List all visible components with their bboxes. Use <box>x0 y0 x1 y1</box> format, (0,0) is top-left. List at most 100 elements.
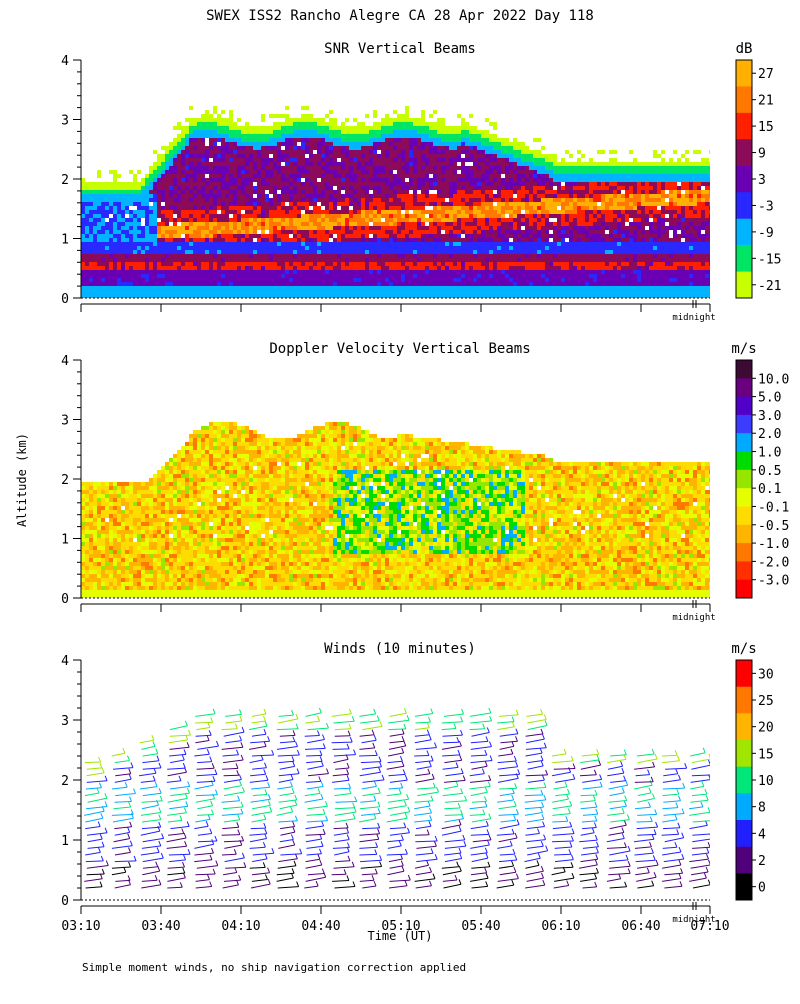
snr-cell <box>237 218 241 222</box>
snr-cell <box>529 274 533 278</box>
snr-cell <box>173 138 177 142</box>
snr-cell <box>157 290 161 294</box>
snr-cell <box>269 178 273 182</box>
snr-cell <box>305 290 309 294</box>
snr-cell <box>173 286 177 290</box>
snr-cell <box>433 246 437 250</box>
snr-cell <box>565 270 569 274</box>
snr-cell <box>445 202 449 206</box>
snr-cell <box>381 222 385 226</box>
snr-cell <box>177 210 181 214</box>
snr-cell <box>349 146 353 150</box>
snr-cell <box>529 170 533 174</box>
snr-cell <box>525 290 529 294</box>
snr-cell <box>153 262 157 266</box>
snr-cell <box>385 202 389 206</box>
snr-cell <box>561 262 565 266</box>
snr-cell <box>253 214 257 218</box>
snr-cell <box>277 142 281 146</box>
snr-cell <box>381 178 385 182</box>
snr-cell <box>185 130 189 134</box>
snr-cell <box>317 146 321 150</box>
snr-cell <box>501 158 505 162</box>
snr-cell <box>453 186 457 190</box>
snr-cell <box>245 266 249 270</box>
snr-cell <box>525 250 529 254</box>
snr-cell <box>105 182 109 186</box>
snr-cell <box>329 110 333 114</box>
snr-cell <box>573 226 577 230</box>
snr-cell <box>353 118 357 122</box>
snr-cell <box>241 162 245 166</box>
snr-cell <box>289 126 293 130</box>
snr-cell <box>221 290 225 294</box>
snr-cell <box>489 234 493 238</box>
snr-cell <box>197 210 201 214</box>
snr-cell <box>493 170 497 174</box>
snr-cell <box>537 226 541 230</box>
snr-cell <box>225 174 229 178</box>
snr-cell <box>265 214 269 218</box>
snr-cell <box>385 170 389 174</box>
snr-cell <box>453 174 457 178</box>
snr-cell <box>537 186 541 190</box>
snr-cell <box>333 226 337 230</box>
snr-cell <box>213 282 217 286</box>
snr-cell <box>141 266 145 270</box>
snr-cell <box>169 178 173 182</box>
snr-cell <box>389 126 393 130</box>
snr-cell <box>369 250 373 254</box>
snr-cell <box>441 162 445 166</box>
snr-cell <box>113 262 117 266</box>
snr-cell <box>293 126 297 130</box>
snr-cell <box>213 286 217 290</box>
snr-cell <box>189 154 193 158</box>
snr-cell <box>113 206 117 210</box>
snr-cell <box>397 254 401 258</box>
snr-cell <box>265 266 269 270</box>
snr-cell <box>337 142 341 146</box>
snr-cell <box>361 230 365 234</box>
snr-cell <box>341 218 345 222</box>
snr-cell <box>133 214 137 218</box>
snr-cell <box>333 146 337 150</box>
snr-cell <box>369 238 373 242</box>
snr-cell <box>209 218 213 222</box>
snr-cell <box>493 290 497 294</box>
snr-cell <box>313 174 317 178</box>
snr-cell <box>377 226 381 230</box>
snr-cell <box>85 234 89 238</box>
snr-cell <box>497 270 501 274</box>
snr-cell <box>441 210 445 214</box>
snr-cell <box>405 150 409 154</box>
snr-cell <box>505 198 509 202</box>
snr-cell <box>273 266 277 270</box>
snr-cell <box>505 254 509 258</box>
snr-cell <box>505 138 509 142</box>
snr-cell <box>509 218 513 222</box>
snr-cell <box>133 234 137 238</box>
snr-cell <box>269 210 273 214</box>
snr-cell <box>393 202 397 206</box>
snr-cell <box>545 194 549 198</box>
snr-cell <box>513 182 517 186</box>
snr-cell <box>221 286 225 290</box>
snr-cell <box>309 262 313 266</box>
snr-cell <box>85 254 89 258</box>
snr-cell <box>265 186 269 190</box>
snr-cell <box>229 282 233 286</box>
snr-cell <box>341 282 345 286</box>
snr-cell <box>501 210 505 214</box>
snr-cell <box>269 138 273 142</box>
snr-cell <box>413 146 417 150</box>
snr-cell <box>469 206 473 210</box>
snr-cell <box>341 254 345 258</box>
snr-cell <box>193 254 197 258</box>
snr-cell <box>281 198 285 202</box>
snr-cell <box>537 290 541 294</box>
snr-cell <box>217 114 221 118</box>
snr-cell <box>433 130 437 134</box>
snr-cell <box>345 210 349 214</box>
snr-cell <box>317 270 321 274</box>
snr-cell <box>373 194 377 198</box>
